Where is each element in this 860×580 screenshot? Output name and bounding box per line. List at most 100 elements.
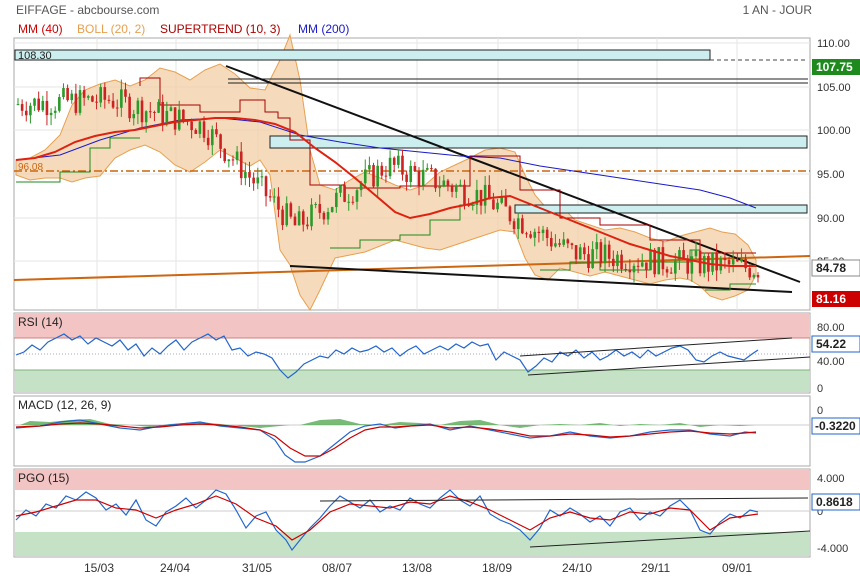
candle-body (244, 171, 247, 179)
candle-body (148, 111, 152, 113)
candle-body (343, 185, 346, 202)
candle-body (628, 269, 632, 273)
pgo-signal (15, 495, 759, 541)
candle-body (82, 90, 86, 98)
candle-body (277, 196, 280, 210)
candle-body (153, 111, 156, 113)
candle-body (165, 110, 169, 124)
candle-body (16, 104, 20, 106)
candle-body (45, 100, 49, 116)
candle-body (591, 249, 594, 269)
x-tick-label: 13/08 (402, 561, 432, 575)
candle-body (723, 258, 727, 261)
candle-body (318, 203, 322, 213)
pgo-value-badge: 0.8618 (811, 493, 860, 511)
candle-body (182, 109, 185, 121)
candle-body (169, 107, 173, 111)
svg-text:0.8618: 0.8618 (816, 495, 853, 509)
candle-body (227, 159, 231, 162)
candle-body (99, 87, 102, 103)
price-tick: 110.00 (817, 38, 850, 50)
candle-body (583, 247, 586, 255)
candle-body (124, 89, 127, 97)
rsi-tick: 80.00 (817, 322, 845, 334)
candle-body (335, 192, 338, 208)
candle-body (545, 229, 549, 239)
candle-body (711, 252, 714, 272)
candle-body (566, 239, 570, 244)
candle-body (70, 93, 74, 101)
candle-body (314, 203, 317, 205)
trendline-resistance (225, 65, 801, 283)
candle-body (62, 88, 65, 98)
candle-body (37, 98, 40, 111)
candle-body (264, 176, 268, 197)
candle-body (301, 211, 305, 225)
candle-body (645, 262, 648, 271)
candle-body (306, 224, 309, 227)
candle-body (521, 218, 524, 234)
svg-text:-0.3220: -0.3220 (815, 419, 856, 433)
price-tick: 90.00 (817, 213, 845, 225)
candle-body (211, 129, 214, 146)
candle-body (649, 249, 652, 271)
candle-body (702, 256, 706, 274)
rsi-title: RSI (14) (18, 315, 63, 329)
candle-body (297, 211, 301, 226)
candle-body (446, 180, 450, 187)
candle-body (756, 275, 760, 278)
candle-body (293, 216, 297, 226)
price-tick: 105.00 (817, 82, 851, 94)
candle-body (326, 212, 330, 220)
candle-body (177, 109, 181, 130)
candle-body (479, 189, 483, 206)
candle-body (198, 121, 202, 134)
candle-body (132, 114, 136, 119)
candle-body (157, 101, 160, 113)
pgo-line (15, 489, 759, 552)
high-label: 108.30 (18, 50, 52, 62)
price-tick: 95.00 (817, 169, 845, 181)
zone-low (514, 204, 808, 214)
price-panel: MM (40) BOLL (20, 2) SUPERTREND (10, 3) … (13, 22, 860, 311)
candle-body (95, 101, 98, 103)
price-axis: 110.00 105.00 100.00 95.00 90.00 85.00 (817, 38, 851, 268)
candle-body (463, 184, 466, 205)
candle-body (359, 183, 363, 191)
pgo-tick: -4.000 (817, 543, 848, 555)
candle-body (492, 199, 495, 210)
candle-body (682, 250, 685, 259)
candle-body (516, 218, 520, 230)
candle-body (496, 202, 499, 210)
x-tick-label: 31/05 (242, 561, 272, 575)
price-candles (16, 79, 760, 283)
candle-body (310, 204, 313, 227)
candle-body (607, 244, 611, 259)
candle-body (190, 121, 193, 131)
candle-body (405, 174, 408, 182)
candle-body (744, 258, 747, 269)
candle-body (248, 171, 251, 178)
candle-body (487, 184, 491, 200)
candle-body (103, 87, 107, 100)
badge-81-16: 81.16 (812, 291, 860, 307)
candle-body (549, 238, 553, 247)
candle-body (24, 110, 28, 116)
candle-body (281, 209, 284, 226)
candle-body (49, 112, 53, 116)
candle-body (570, 243, 574, 246)
candle-body (430, 168, 433, 170)
svg-text:107.75: 107.75 (816, 60, 853, 74)
legend-mm40: MM (40) (18, 22, 63, 36)
x-tick-label: 18/09 (482, 561, 512, 575)
x-axis: 15/03 24/04 31/05 08/07 13/08 18/09 24/1… (84, 561, 752, 575)
candle-body (425, 168, 429, 170)
candle-body (690, 256, 694, 274)
candle-body (558, 243, 561, 245)
pgo-tick: 0 (817, 506, 823, 518)
candle-body (669, 272, 673, 274)
rsi-line (15, 333, 759, 379)
candle-body (86, 96, 90, 98)
candle-body (409, 165, 413, 182)
mm40-line (15, 117, 756, 267)
